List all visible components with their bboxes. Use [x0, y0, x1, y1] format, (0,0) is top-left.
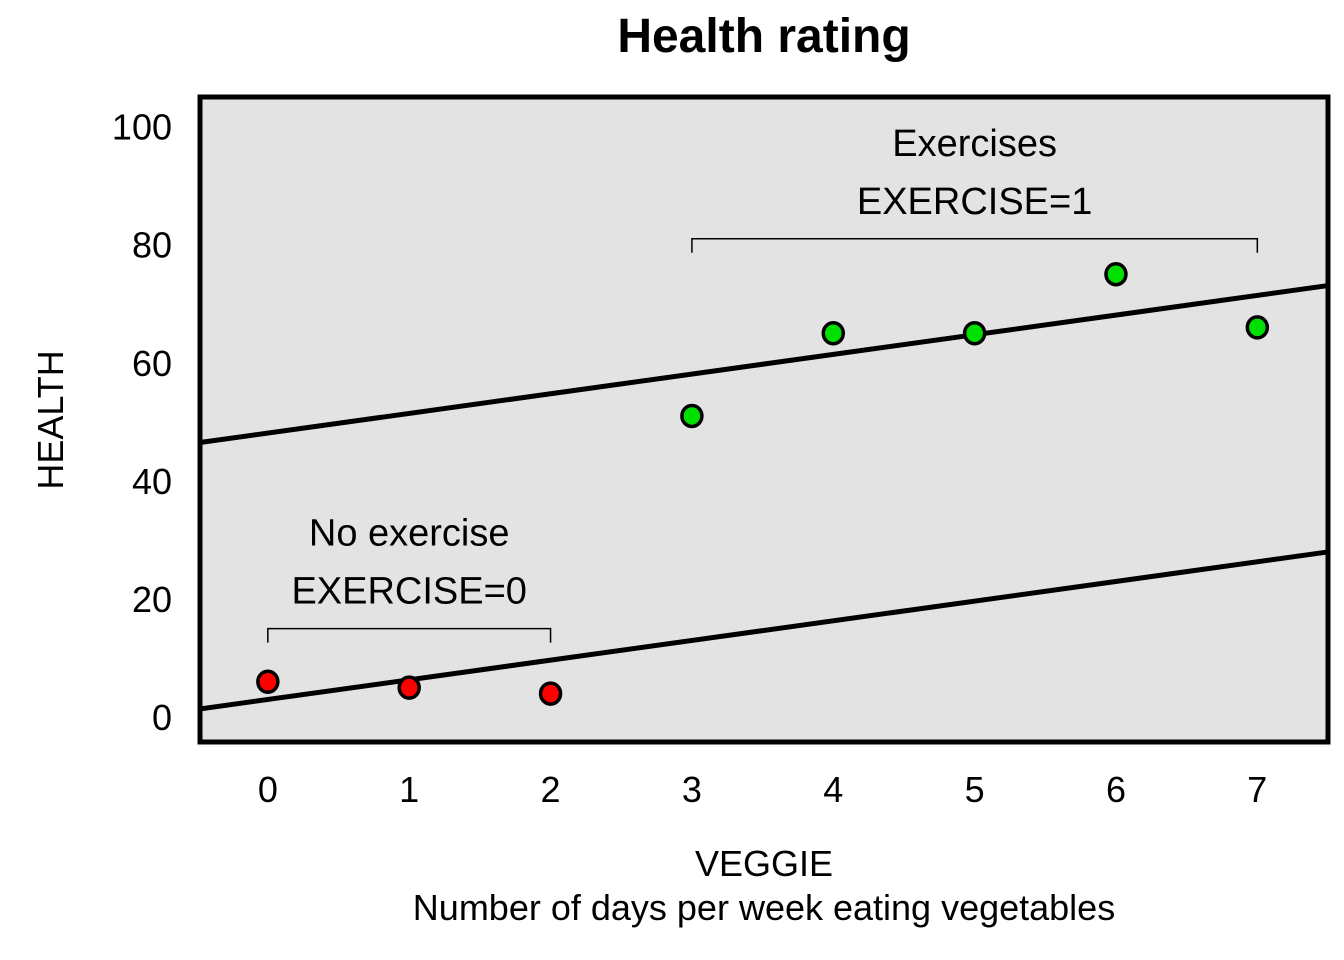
x-tick-label: 7: [1247, 769, 1267, 810]
annotations: No exercise EXERCISE=0 Exercises EXERCISE=1: [267, 123, 1259, 643]
point-series1-1: [821, 321, 846, 346]
annotation-exercises-line-0: Exercises: [892, 123, 1057, 165]
data-points: [256, 261, 1270, 706]
annotation-exercises-line-1: EXERCISE=1: [857, 181, 1093, 223]
y-tick-label: 0: [152, 697, 172, 738]
point-series1-3: [1104, 261, 1128, 287]
x-tick-label: 1: [399, 769, 419, 810]
bracket-exercises: [691, 238, 1259, 253]
x-tick-label: 6: [1106, 769, 1126, 810]
y-tick-label: 80: [132, 225, 172, 266]
point-series1-0: [680, 403, 704, 429]
fit-lines: [199, 283, 1329, 712]
y-tick-label: 40: [132, 461, 172, 502]
plot-area: [197, 94, 1331, 745]
x-tick-labels: 0 1 2 3 4 5 6 7: [258, 769, 1268, 810]
y-tick-label: 20: [132, 579, 172, 620]
point-series0-2: [538, 681, 563, 706]
bracket-no-exercise: [267, 627, 552, 643]
fit-line-0: [199, 549, 1329, 712]
x-tick-label: 3: [682, 769, 702, 810]
chart-title: Health rating: [617, 10, 910, 63]
x-tick-label: 0: [258, 769, 278, 810]
x-axis-sublabel: Number of days per week eating vegetable…: [413, 887, 1115, 928]
annotation-no-exercise-line-0: No exercise: [309, 513, 510, 555]
point-series1-2: [962, 321, 987, 346]
point-series1-4: [1245, 315, 1270, 340]
x-axis-label: VEGGIE: [695, 843, 833, 884]
x-tick-label: 4: [823, 769, 843, 810]
x-tick-label: 5: [965, 769, 985, 810]
fit-line-1: [199, 283, 1329, 446]
annotation-no-exercise-line-1: EXERCISE=0: [291, 571, 527, 613]
y-axis-label: HEALTH: [30, 350, 71, 489]
y-tick-labels: 0 20 40 60 80 100: [112, 107, 172, 739]
point-series0-0: [256, 669, 280, 695]
x-tick-label: 2: [541, 769, 561, 810]
point-series0-1: [397, 675, 421, 700]
y-tick-label: 100: [112, 107, 172, 148]
y-tick-label: 60: [132, 343, 172, 384]
